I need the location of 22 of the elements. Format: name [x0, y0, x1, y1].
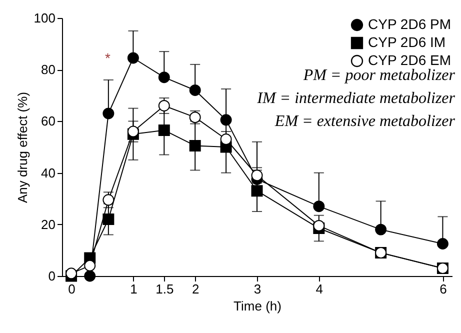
- legend-label: CYP 2D6 EM: [368, 52, 451, 68]
- y-axis-title: Any drug effect (%): [14, 92, 30, 204]
- legend-label: CYP 2D6 PM: [368, 16, 451, 32]
- y-tick-label: 80: [41, 62, 56, 78]
- annotation: EM = extensive metabolizer: [274, 112, 455, 132]
- x-tick-label: 3: [254, 282, 262, 296]
- legend-label: CYP 2D6 IM: [368, 34, 446, 50]
- y-tick-label: 20: [41, 216, 56, 232]
- x-tick-label: 0: [68, 282, 76, 296]
- x-tick-label: 1.5: [156, 282, 174, 296]
- x-tick-label: 1: [130, 282, 138, 296]
- y-tick-label: 40: [41, 165, 56, 180]
- x-axis-title: Time (h): [234, 298, 282, 314]
- y-tick-label: 60: [41, 114, 56, 129]
- x-tick-label: 2: [192, 282, 200, 296]
- y-tick-label: 0: [48, 268, 56, 284]
- x-tick-label: 4: [316, 282, 324, 296]
- annotation: IM = intermediate metabolizer: [257, 89, 455, 109]
- y-tick-label: 100: [34, 10, 56, 26]
- x-tick-label: 6: [440, 282, 447, 296]
- annotation: PM = poor metabolizer: [302, 66, 455, 86]
- annotation: *: [105, 50, 110, 66]
